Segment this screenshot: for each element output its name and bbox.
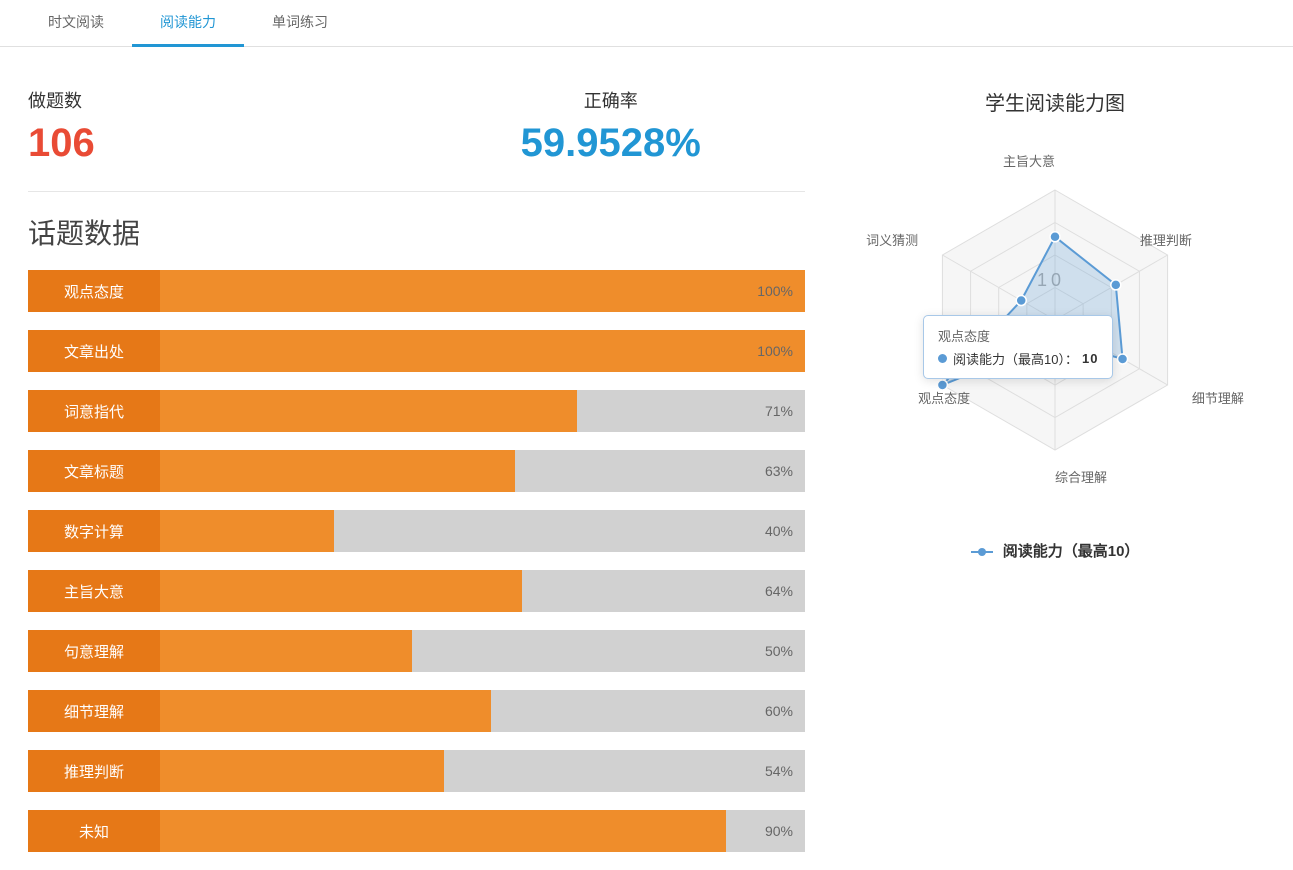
stat-questions-value: 106 [28,123,417,163]
tooltip-item: 阅读能力（最高10）： 10 [938,349,1098,368]
right-panel: 学生阅读能力图 主旨大意推理判断细节理解综合理解 观点态度 词义猜测 10 观点态度 … [845,87,1265,870]
bar-fill [160,630,412,672]
bar-row: 观点态度 100% [28,270,805,312]
legend-swatch-icon [971,551,993,553]
bar-label: 数字计算 [28,510,160,552]
stat-accuracy-value: 59.9528% [417,123,806,163]
stats-row: 做题数 106 正确率 59.9528% [28,87,805,192]
bar-track: 50% [160,630,805,672]
radar-point[interactable] [1016,296,1026,306]
radar-axis-label: 推理判断 [1140,233,1192,248]
bar-fill [160,270,805,312]
bar-fill [160,570,522,612]
tooltip-title: 观点态度 [938,326,1098,345]
bar-row: 文章标题 63% [28,450,805,492]
bar-track: 71% [160,390,805,432]
tab-1[interactable]: 阅读能力 [132,0,244,46]
bar-row: 数字计算 40% [28,510,805,552]
bar-fill [160,450,515,492]
bar-row: 未知 90% [28,810,805,852]
bar-row: 推理判断 54% [28,750,805,792]
bar-track: 100% [160,270,805,312]
bar-label: 词意指代 [28,390,160,432]
bar-track: 54% [160,750,805,792]
bar-percent: 63% [765,463,793,479]
radar-point[interactable] [937,380,947,390]
radar-axis-label: 观点态度 [918,391,970,406]
stat-accuracy: 正确率 59.9528% [417,87,806,163]
bar-chart: 观点态度 100% 文章出处 100% 词意指代 71% 文章标题 63% 数字计算 40% 主旨大… [28,270,805,852]
bar-label: 句意理解 [28,630,160,672]
bar-track: 100% [160,330,805,372]
tab-0[interactable]: 时文阅读 [20,0,132,46]
stat-accuracy-label: 正确率 [417,87,806,113]
radar-axis-label: 综合理解 [1055,470,1107,485]
bar-row: 词意指代 71% [28,390,805,432]
bar-percent: 60% [765,703,793,719]
bar-label: 细节理解 [28,690,160,732]
radar-chart: 主旨大意推理判断细节理解综合理解 观点态度 词义猜测 10 观点态度 阅读能力（最高1… [865,140,1245,520]
tab-2[interactable]: 单词练习 [244,0,356,46]
bar-label: 主旨大意 [28,570,160,612]
main-content: 做题数 106 正确率 59.9528% 话题数据 观点态度 100% 文章出处 10… [0,47,1293,870]
tabs-bar: 时文阅读阅读能力单词练习 [0,0,1293,47]
bar-row: 细节理解 60% [28,690,805,732]
radar-tooltip: 观点态度 阅读能力（最高10）： 10 [923,315,1113,379]
radar-axis-label: 词义猜测 [866,233,918,248]
bar-label: 未知 [28,810,160,852]
bar-track: 60% [160,690,805,732]
bar-row: 文章出处 100% [28,330,805,372]
bar-fill [160,810,726,852]
bar-percent: 54% [765,763,793,779]
tooltip-item-label: 阅读能力（最高10）： [953,349,1078,368]
stat-questions: 做题数 106 [28,87,417,163]
radar-title: 学生阅读能力图 [845,87,1265,116]
bar-label: 文章标题 [28,450,160,492]
bar-fill [160,390,577,432]
bar-percent: 100% [757,283,793,299]
bar-track: 64% [160,570,805,612]
bar-label: 文章出处 [28,330,160,372]
bar-row: 主旨大意 64% [28,570,805,612]
left-panel: 做题数 106 正确率 59.9528% 话题数据 观点态度 100% 文章出处 10… [28,87,845,870]
section-title: 话题数据 [28,212,805,252]
bar-track: 90% [160,810,805,852]
bar-percent: 40% [765,523,793,539]
bar-fill [160,690,491,732]
bar-track: 40% [160,510,805,552]
bar-fill [160,750,444,792]
stat-questions-label: 做题数 [28,87,417,113]
bar-percent: 64% [765,583,793,599]
bar-label: 观点态度 [28,270,160,312]
bar-fill [160,330,805,372]
tooltip-item-value: 10 [1082,351,1098,366]
radar-axis-label: 细节理解 [1192,391,1244,406]
bar-fill [160,510,334,552]
radar-point[interactable] [1118,354,1128,364]
bar-percent: 100% [757,343,793,359]
radar-legend: 阅读能力（最高10） [845,540,1265,561]
tooltip-dot-icon [938,354,947,363]
legend-label: 阅读能力（最高10） [1003,543,1140,560]
radar-axis-label: 主旨大意 [1003,154,1055,169]
bar-percent: 90% [765,823,793,839]
bar-percent: 71% [765,403,793,419]
bar-track: 63% [160,450,805,492]
radar-point[interactable] [1050,232,1060,242]
bar-percent: 50% [765,643,793,659]
radar-point[interactable] [1111,280,1121,290]
bar-row: 句意理解 50% [28,630,805,672]
bar-label: 推理判断 [28,750,160,792]
